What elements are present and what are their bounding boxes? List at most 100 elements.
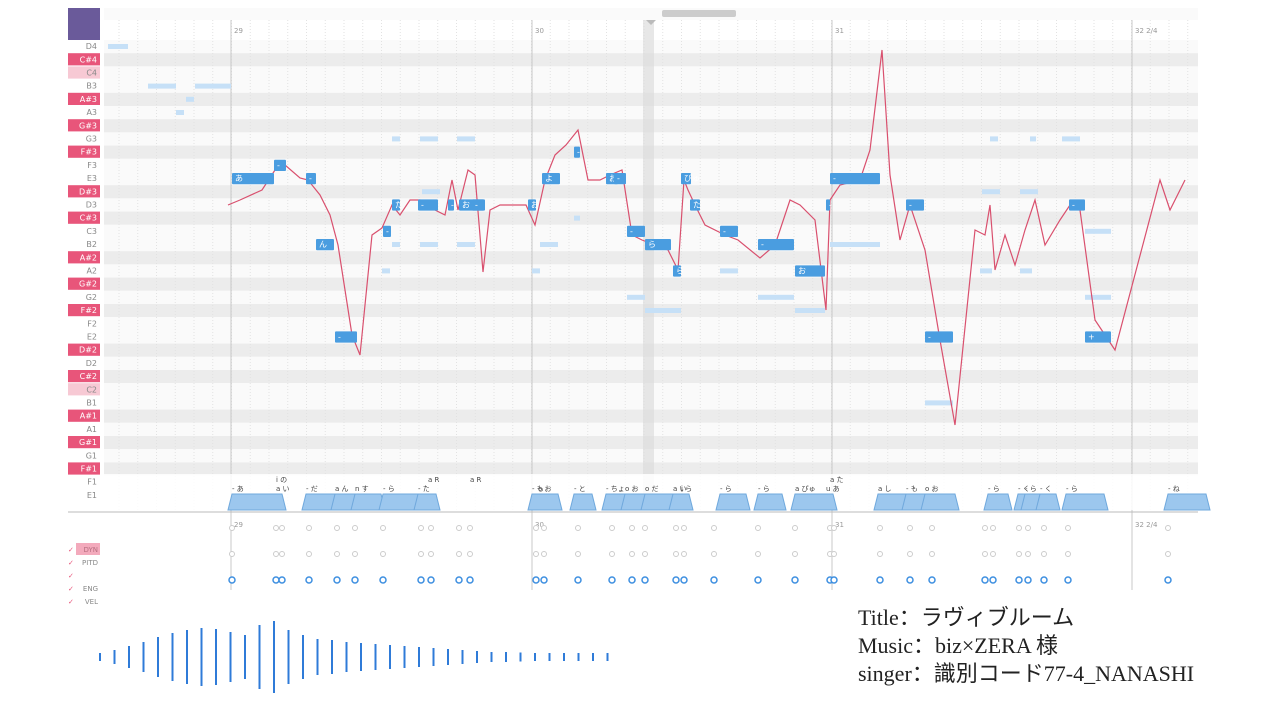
note[interactable] [906, 199, 924, 211]
param-point[interactable] [830, 576, 838, 584]
note[interactable] [826, 199, 830, 211]
note[interactable] [925, 331, 953, 343]
note[interactable] [574, 146, 580, 158]
note[interactable] [316, 239, 334, 251]
note[interactable] [542, 173, 560, 185]
piano-key[interactable] [68, 396, 100, 409]
param-point[interactable] [427, 576, 435, 584]
note[interactable] [392, 199, 400, 211]
param-point[interactable] [672, 576, 680, 584]
param-point[interactable] [981, 576, 989, 584]
note[interactable] [720, 225, 738, 237]
param-point[interactable] [272, 576, 280, 584]
note[interactable] [472, 199, 484, 211]
piano-key[interactable] [68, 409, 100, 422]
param-point[interactable] [754, 576, 762, 584]
param-point[interactable] [532, 576, 540, 584]
piano-key[interactable] [68, 290, 100, 303]
param-point[interactable] [1024, 576, 1032, 584]
note[interactable] [795, 265, 825, 277]
param-point[interactable] [455, 576, 463, 584]
param-point[interactable] [574, 576, 582, 584]
piano-key[interactable] [68, 264, 100, 277]
piano-key[interactable] [68, 422, 100, 435]
param-point[interactable] [628, 576, 636, 584]
piano-key[interactable] [68, 158, 100, 171]
param-point[interactable] [1015, 576, 1023, 584]
note[interactable] [383, 225, 391, 237]
param-point[interactable] [1164, 576, 1172, 584]
piano-key[interactable] [68, 66, 100, 79]
param-point[interactable] [906, 576, 914, 584]
piano-key[interactable] [68, 79, 100, 92]
note[interactable] [690, 199, 700, 211]
piano-key[interactable] [68, 119, 100, 132]
piano-key[interactable] [68, 185, 100, 198]
piano-key[interactable] [68, 277, 100, 290]
scroll-thumb[interactable] [662, 10, 736, 17]
param-point[interactable] [305, 576, 313, 584]
param-label[interactable]: CLR [84, 572, 98, 580]
singer-avatar[interactable] [68, 8, 100, 40]
note[interactable] [335, 331, 357, 343]
piano-key[interactable] [68, 40, 100, 53]
note[interactable] [528, 199, 536, 211]
param-point[interactable] [876, 576, 884, 584]
piano-key[interactable] [68, 92, 100, 105]
param-point[interactable] [228, 576, 236, 584]
note[interactable] [758, 239, 794, 251]
piano-key[interactable] [68, 106, 100, 119]
param-point[interactable] [278, 576, 286, 584]
note[interactable] [673, 265, 681, 277]
param-point[interactable] [417, 576, 425, 584]
piano-key[interactable] [68, 356, 100, 369]
param-label[interactable]: PITD [82, 559, 98, 567]
param-point[interactable] [608, 576, 616, 584]
piano-key[interactable] [68, 198, 100, 211]
param-point[interactable] [1064, 576, 1072, 584]
piano-key[interactable] [68, 224, 100, 237]
note[interactable] [645, 239, 671, 251]
note[interactable] [448, 199, 454, 211]
note[interactable] [614, 173, 626, 185]
piano-key[interactable] [68, 488, 100, 501]
note[interactable] [830, 173, 880, 185]
param-point[interactable] [466, 576, 474, 584]
piano-key[interactable] [68, 330, 100, 343]
param-label[interactable]: VEL [85, 598, 98, 606]
piano-key[interactable] [68, 172, 100, 185]
note[interactable] [1085, 331, 1111, 343]
note[interactable] [627, 225, 645, 237]
param-point[interactable] [1040, 576, 1048, 584]
piano-key[interactable] [68, 53, 100, 66]
scrollbar[interactable] [104, 8, 1198, 20]
piano-key[interactable] [68, 462, 100, 475]
note[interactable] [418, 199, 438, 211]
param-point[interactable] [989, 576, 997, 584]
param-point[interactable] [540, 576, 548, 584]
piano-key[interactable] [68, 317, 100, 330]
param-label[interactable]: ENG [83, 585, 98, 593]
param-point[interactable] [710, 576, 718, 584]
piano-key[interactable] [68, 132, 100, 145]
piano-key[interactable] [68, 238, 100, 251]
piano-key[interactable] [68, 383, 100, 396]
note[interactable] [274, 159, 286, 171]
piano-key[interactable] [68, 370, 100, 383]
piano-key[interactable] [68, 449, 100, 462]
piano-key[interactable] [68, 304, 100, 317]
piano-key[interactable] [68, 211, 100, 224]
note[interactable] [1069, 199, 1085, 211]
note[interactable] [306, 173, 316, 185]
piano-key[interactable] [68, 475, 100, 488]
param-point[interactable] [791, 576, 799, 584]
param-point[interactable] [641, 576, 649, 584]
note[interactable] [232, 173, 274, 185]
piano-key[interactable] [68, 343, 100, 356]
param-point[interactable] [333, 576, 341, 584]
piano-key[interactable] [68, 436, 100, 449]
param-point[interactable] [351, 576, 359, 584]
piano-key[interactable] [68, 251, 100, 264]
piano-key[interactable] [68, 145, 100, 158]
param-point[interactable] [379, 576, 387, 584]
